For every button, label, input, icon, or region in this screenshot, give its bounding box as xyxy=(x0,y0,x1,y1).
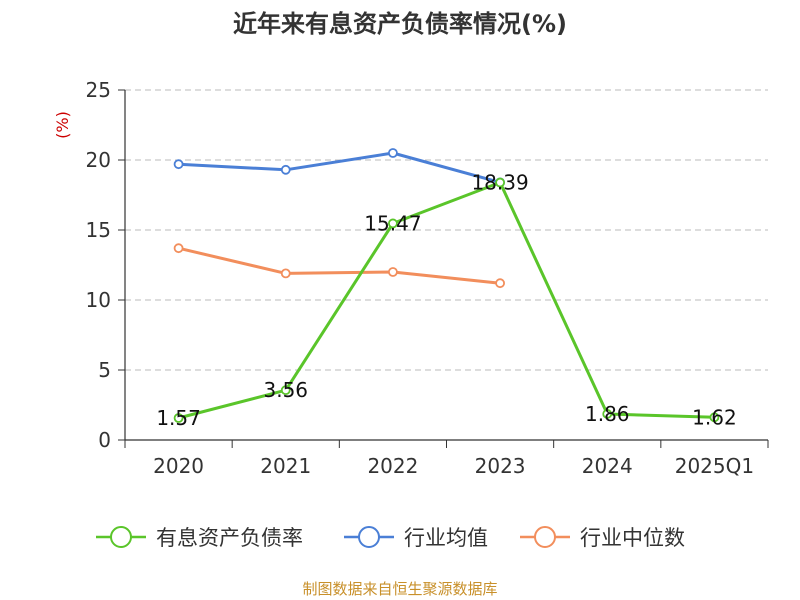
data-point xyxy=(173,159,184,170)
legend-label: 有息资产负债率 xyxy=(156,526,303,550)
legend-swatch-marker xyxy=(534,526,556,548)
legend-swatch-marker xyxy=(110,526,132,548)
y-tick-label: 15 xyxy=(86,218,111,242)
data-label: 1.86 xyxy=(585,402,630,426)
chart-title: 近年来有息资产负债率情况(%) xyxy=(233,10,567,38)
y-axis-unit: (%) xyxy=(53,111,72,139)
legend-label: 行业均值 xyxy=(404,526,488,550)
data-point xyxy=(280,164,291,175)
y-tick-label: 25 xyxy=(86,78,111,102)
x-tick-label: 2024 xyxy=(582,454,633,478)
x-tick-label: 2020 xyxy=(153,454,204,478)
data-point xyxy=(280,268,291,279)
series-lines xyxy=(173,148,720,423)
series-line xyxy=(178,181,715,420)
data-label: 18.39 xyxy=(471,171,528,195)
data-label: 1.62 xyxy=(692,405,737,429)
source-note: 制图数据来自恒生聚源数据库 xyxy=(302,580,497,598)
x-tick-label: 2021 xyxy=(260,454,311,478)
data-point xyxy=(495,177,505,188)
data-label: 1.57 xyxy=(156,406,201,430)
y-tick-label: 10 xyxy=(86,288,111,312)
data-point xyxy=(280,385,291,396)
series-line xyxy=(178,151,501,184)
data-label: 15.47 xyxy=(364,211,421,235)
data-point xyxy=(602,409,613,419)
grid-lines xyxy=(125,89,768,371)
data-label: 3.56 xyxy=(263,378,308,402)
data-point xyxy=(173,243,184,254)
legend-label: 行业中位数 xyxy=(580,526,685,550)
y-tick-label: 0 xyxy=(98,428,111,452)
legend: 有息资产负债率 行业均值 行业中位数 xyxy=(96,526,685,550)
x-tick-label: 2025Q1 xyxy=(675,454,754,478)
y-tick-labels: 0 5 10 15 20 25 xyxy=(86,78,111,452)
data-point xyxy=(388,218,398,229)
axes xyxy=(118,89,769,448)
data-point xyxy=(173,413,184,423)
x-tick-labels: 2020 2021 2022 2023 2024 2025Q1 xyxy=(153,454,754,478)
data-point xyxy=(709,412,720,423)
y-tick-label: 20 xyxy=(86,148,111,172)
series-line xyxy=(178,246,501,285)
data-point xyxy=(388,267,398,277)
data-labels: 1.57 3.56 15.47 18.39 1.86 1.62 xyxy=(156,171,736,430)
legend-swatch-marker xyxy=(358,526,380,548)
x-tick-label: 2023 xyxy=(475,454,526,478)
data-point xyxy=(495,278,505,289)
x-tick-label: 2022 xyxy=(367,454,418,478)
y-tick-label: 5 xyxy=(98,358,111,382)
data-point xyxy=(388,148,398,158)
